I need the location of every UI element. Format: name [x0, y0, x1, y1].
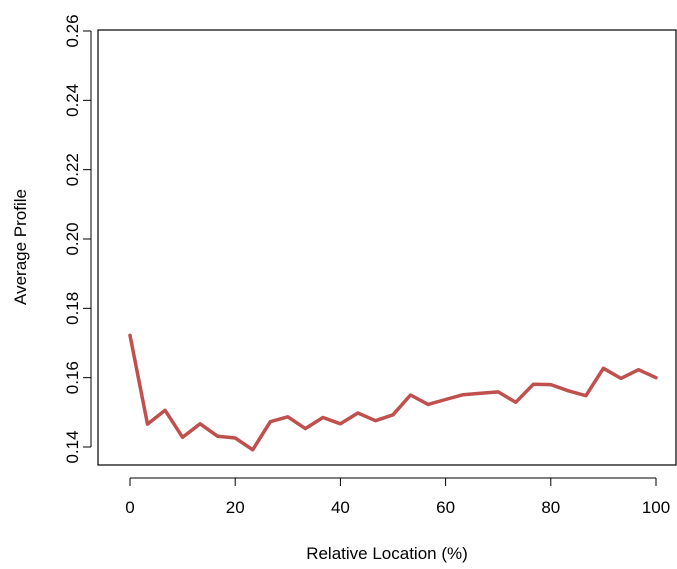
x-tick-label: 40: [331, 498, 350, 517]
x-axis: 0 20 40 60 80 100: [125, 477, 670, 517]
y-tick-label: 0.24: [63, 84, 82, 117]
y-axis-label: Average Profile: [11, 189, 30, 305]
x-axis-label: Relative Location (%): [306, 544, 468, 563]
y-tick-label: 0.18: [63, 292, 82, 325]
x-tick-label: 0: [125, 498, 134, 517]
x-tick-label: 100: [642, 498, 670, 517]
series-line: [128, 333, 658, 452]
plot-frame: [97, 29, 677, 466]
x-tick-label: 60: [436, 498, 455, 517]
y-tick-label: 0.16: [63, 361, 82, 394]
y-tick-label: 0.14: [63, 430, 82, 463]
x-tick-label: 80: [541, 498, 560, 517]
series-group: [128, 333, 658, 452]
y-tick-label: 0.26: [63, 14, 82, 47]
y-tick-label: 0.20: [63, 222, 82, 255]
y-axis: 0.14 0.16 0.18 0.20 0.22 0.24 0.26: [63, 14, 92, 464]
x-tick-label: 20: [226, 498, 245, 517]
y-tick-label: 0.22: [63, 153, 82, 186]
